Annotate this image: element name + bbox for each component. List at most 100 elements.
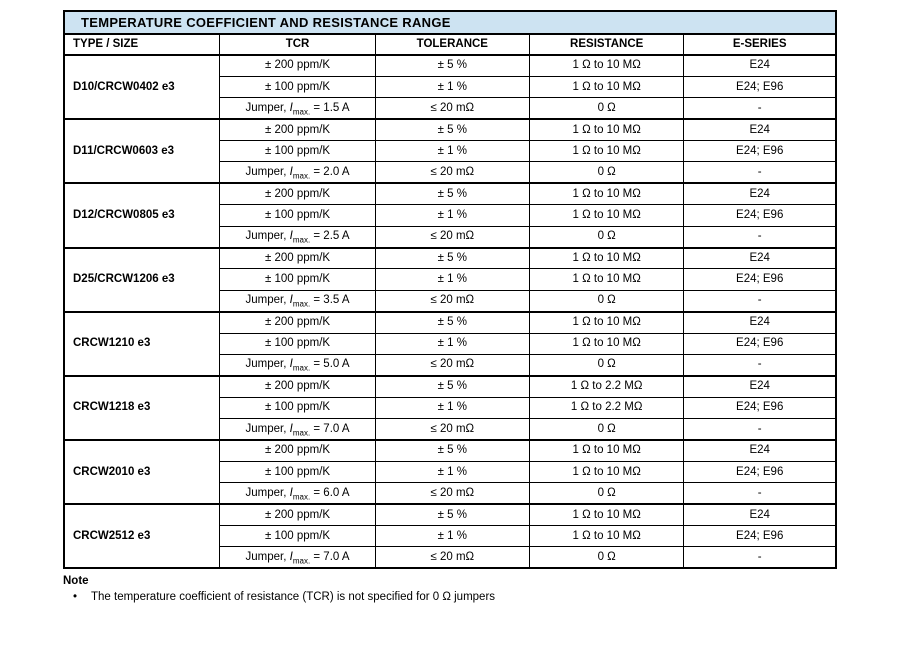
eseries-cell: E24; E96 [683,460,837,484]
spec-table: TYPE / SIZE TCR TOLERANCE RESISTANCE E-S… [63,33,837,570]
current-subscript: max. [292,107,311,117]
tolerance-cell: ± 5 % [374,53,531,77]
tolerance-cell: ± 5 % [374,182,531,206]
table-row: ± 100 ppm/K ± 1 % 1 Ω to 2.2 MΩ E24; E96 [64,396,837,420]
resistance-cell: 1 Ω to 10 MΩ [528,246,685,270]
current-subscript: max. [292,363,311,373]
type-size-cell: D25/CRCW1206 e3 [63,246,221,313]
tcr-cell: ± 100 ppm/K [219,332,376,355]
tcr-cell: ± 100 ppm/K [219,396,376,420]
tcr-cell: Jumper, Imax. = 1.5 A [219,97,376,120]
column-header-tcr: TCR [219,33,376,56]
tcr-cell: ± 200 ppm/K [219,118,376,142]
note-item: • The temperature coefficient of resista… [63,591,837,603]
bullet-icon: • [73,591,78,604]
current-subscript: max. [292,171,311,181]
header-row: TYPE / SIZE TCR TOLERANCE RESISTANCE E-S… [63,33,837,56]
tcr-cell: Jumper, Imax. = 6.0 A [219,482,376,505]
eseries-cell: E24 [683,310,837,334]
table-row: ± 100 ppm/K ± 1 % 1 Ω to 10 MΩ E24; E96 [64,460,837,484]
current-subscript: max. [292,235,311,245]
current-symbol: I [289,486,293,499]
tcr-cell: ± 100 ppm/K [219,460,376,484]
eseries-cell: E24; E96 [683,204,837,227]
table-row: Jumper, Imax. = 2.0 A ≤ 20 mΩ 0 Ω- [64,161,837,184]
eseries-cell: - [683,418,837,441]
resistance-cell: 1 Ω to 10 MΩ [528,525,685,548]
table-row: ± 100 ppm/K ± 1 % 1 Ω to 10 MΩ E24; E96 [64,332,837,355]
eseries-cell: - [683,97,837,120]
eseries-cell: - [683,225,837,249]
resistance-cell: 0 Ω [528,482,685,505]
eseries-cell: - [683,289,837,313]
resistance-cell: 1 Ω to 2.2 MΩ [528,374,685,398]
table-row: Jumper, Imax. = 6.0 A ≤ 20 mΩ 0 Ω- [64,482,837,505]
current-subscript: max. [292,556,311,566]
table-row: ± 100 ppm/K ± 1 % 1 Ω to 10 MΩ E24; E96 [64,268,837,291]
tolerance-cell: ± 5 % [374,374,531,398]
tolerance-cell: ≤ 20 mΩ [374,97,531,120]
type-size-cell: D12/CRCW0805 e3 [63,182,221,249]
tcr-cell: ± 200 ppm/K [219,503,376,527]
resistance-cell: 1 Ω to 2.2 MΩ [528,396,685,420]
tcr-cell: Jumper, Imax. = 2.0 A [219,161,376,184]
eseries-cell: - [683,161,837,184]
tolerance-cell: ± 1 % [374,268,531,291]
resistance-cell: 1 Ω to 10 MΩ [528,53,685,77]
tcr-cell: ± 200 ppm/K [219,182,376,206]
current-symbol: I [289,358,293,371]
tcr-cell: ± 100 ppm/K [219,525,376,548]
tolerance-cell: ≤ 20 mΩ [374,482,531,505]
note-text: The temperature coefficient of resistanc… [91,591,496,604]
current-subscript: max. [292,492,311,502]
tcr-cell: Jumper, Imax. = 7.0 A [219,418,376,441]
resistance-cell: 1 Ω to 10 MΩ [528,439,685,462]
table-row: Jumper, Imax. = 1.5 A ≤ 20 mΩ 0 Ω- [64,97,837,120]
table-header: TYPE / SIZE TCR TOLERANCE RESISTANCE E-S… [63,33,837,56]
section-title: TEMPERATURE COEFFICIENT AND RESISTANCE R… [63,10,837,33]
resistance-cell: 0 Ω [528,353,685,377]
tcr-cell: ± 100 ppm/K [219,204,376,227]
column-header-type-size: TYPE / SIZE [63,33,221,56]
tcr-cell: ± 100 ppm/K [219,140,376,163]
tolerance-cell: ≤ 20 mΩ [374,353,531,377]
tolerance-cell: ≤ 20 mΩ [374,225,531,249]
tolerance-cell: ≤ 20 mΩ [374,546,531,569]
resistance-cell: 0 Ω [528,97,685,120]
eseries-cell: E24; E96 [683,140,837,163]
table-row: D25/CRCW1206 e3 ± 200 ppm/K ± 5 % 1 Ω to 10… [63,246,837,313]
tolerance-cell: ± 1 % [374,525,531,548]
type-size-cell: CRCW1218 e3 [63,374,221,441]
current-symbol: I [289,101,293,114]
resistance-cell: 1 Ω to 10 MΩ [528,140,685,163]
tcr-cell: ± 200 ppm/K [219,53,376,77]
eseries-cell: - [683,546,837,569]
tcr-cell: ± 200 ppm/K [219,374,376,398]
tolerance-cell: ± 5 % [374,246,531,270]
tolerance-cell: ≤ 20 mΩ [374,418,531,441]
table-row: CRCW2512 e3 ± 200 ppm/K ± 5 % 1 Ω to 10 MΩ E… [63,503,837,569]
eseries-cell: E24; E96 [683,396,837,420]
resistance-cell: 1 Ω to 10 MΩ [528,75,685,99]
table-row: D12/CRCW0805 e3 ± 200 ppm/K ± 5 % 1 Ω to 10… [63,182,837,249]
resistance-cell: 1 Ω to 10 MΩ [528,503,685,527]
tolerance-cell: ± 1 % [374,204,531,227]
resistance-cell: 1 Ω to 10 MΩ [528,268,685,291]
resistance-cell: 0 Ω [528,225,685,249]
column-header-tolerance: TOLERANCE [374,33,531,56]
resistance-cell: 1 Ω to 10 MΩ [528,310,685,334]
table-body: D10/CRCW0402 e3 ± 200 ppm/K ± 5 % 1 Ω to 10… [63,53,837,569]
tolerance-cell: ± 1 % [374,396,531,420]
tolerance-cell: ± 1 % [374,332,531,355]
table-row: Jumper, Imax. = 5.0 A ≤ 20 mΩ 0 Ω- [64,353,837,377]
tolerance-cell: ± 5 % [374,503,531,527]
resistance-cell: 0 Ω [528,418,685,441]
eseries-cell: E24 [683,246,837,270]
tcr-cell: ± 200 ppm/K [219,310,376,334]
tcr-cell: ± 200 ppm/K [219,439,376,462]
resistance-cell: 1 Ω to 10 MΩ [528,460,685,484]
eseries-cell: E24; E96 [683,75,837,99]
eseries-cell: E24 [683,439,837,462]
resistance-cell: 1 Ω to 10 MΩ [528,182,685,206]
current-subscript: max. [292,427,311,437]
